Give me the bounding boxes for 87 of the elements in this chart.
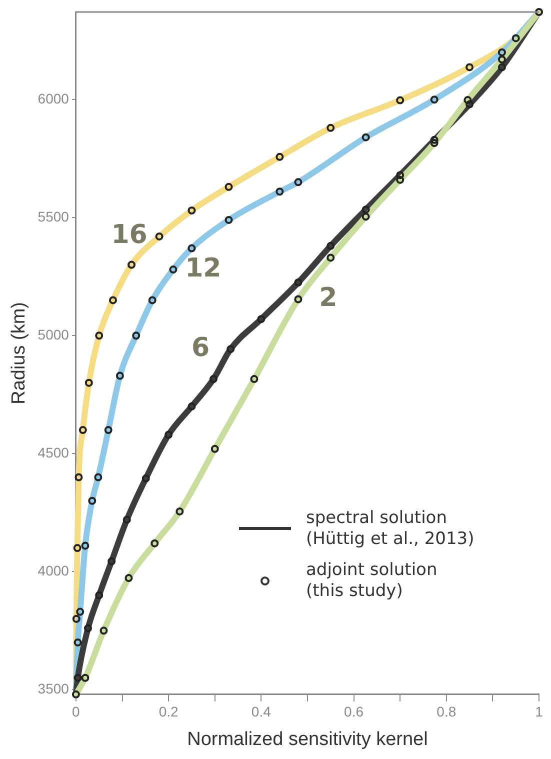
point: [73, 544, 82, 552]
point: [430, 136, 438, 144]
point: [88, 496, 96, 505]
point: [188, 244, 196, 252]
x-axis-title: Normalized sensitivity kernel: [187, 728, 428, 750]
point: [498, 63, 506, 72]
point: [257, 315, 266, 324]
point: [250, 375, 258, 384]
point: [535, 8, 543, 16]
x-tick-label: 1: [535, 704, 544, 720]
point: [430, 96, 438, 104]
point: [326, 254, 335, 262]
point: [466, 63, 474, 72]
point: [466, 100, 474, 108]
point: [276, 152, 284, 161]
point: [498, 55, 506, 64]
point: [169, 266, 178, 274]
point: [396, 176, 404, 184]
point: [108, 557, 116, 566]
y-tick-label: 4500: [38, 444, 70, 460]
point: [362, 206, 370, 214]
point: [132, 332, 140, 340]
point: [188, 402, 196, 410]
point: [326, 242, 335, 250]
point: [430, 139, 438, 148]
point: [498, 48, 506, 56]
point: [224, 182, 233, 191]
series-label: 16: [111, 220, 148, 250]
point: [150, 539, 159, 548]
y-tick-label: 6000: [38, 90, 70, 106]
point: [94, 473, 102, 482]
point: [72, 614, 80, 623]
point: [74, 638, 82, 646]
y-tick-label: 5500: [38, 208, 70, 224]
series-label: 6: [192, 332, 210, 363]
point: [362, 212, 370, 221]
point: [226, 345, 235, 354]
point: [155, 232, 164, 240]
point: [294, 295, 302, 304]
x-tick-label: 0: [72, 704, 80, 720]
point: [84, 378, 93, 387]
point: [326, 124, 335, 132]
point: [294, 278, 302, 287]
point: [148, 296, 156, 304]
point: [176, 507, 184, 516]
point: [81, 542, 90, 550]
x-tick-label: 0.6: [344, 704, 364, 720]
x-tick-label: 0.2: [158, 704, 178, 720]
point: [396, 171, 404, 180]
point: [128, 260, 136, 269]
point: [224, 216, 233, 224]
x-tick-label: 0.4: [251, 704, 272, 720]
point: [84, 624, 92, 632]
y-axis-title: Radius (km): [8, 302, 30, 404]
series-label: 12: [185, 253, 222, 284]
point: [396, 96, 404, 104]
point: [104, 426, 112, 434]
point: [95, 591, 104, 600]
point: [362, 133, 370, 142]
point: [81, 674, 90, 682]
point: [100, 626, 108, 635]
point: [78, 426, 87, 434]
y-tick-label: 3500: [38, 680, 70, 697]
point: [74, 674, 82, 682]
point: [210, 444, 219, 453]
annotation: adjoint solution (this study): [306, 560, 438, 602]
point: [188, 206, 196, 215]
point: [72, 690, 80, 698]
point: [76, 608, 84, 616]
point: [122, 516, 131, 524]
y-tick-label: 5000: [38, 326, 70, 342]
point: [512, 34, 520, 42]
point: [142, 474, 150, 482]
point: [164, 430, 173, 439]
point: [294, 178, 302, 186]
x-tick-label: 0.8: [436, 704, 456, 720]
annotation: spectral solution (Hüttig et al., 2013): [306, 508, 474, 550]
y-tick-label: 4000: [38, 562, 70, 579]
point: [95, 332, 104, 340]
point: [464, 96, 472, 104]
series-label: 2: [319, 283, 338, 314]
point: [209, 375, 218, 384]
point: [116, 372, 124, 380]
point: [276, 188, 284, 196]
point: [108, 296, 117, 304]
point: [124, 574, 133, 582]
point: [74, 473, 83, 482]
